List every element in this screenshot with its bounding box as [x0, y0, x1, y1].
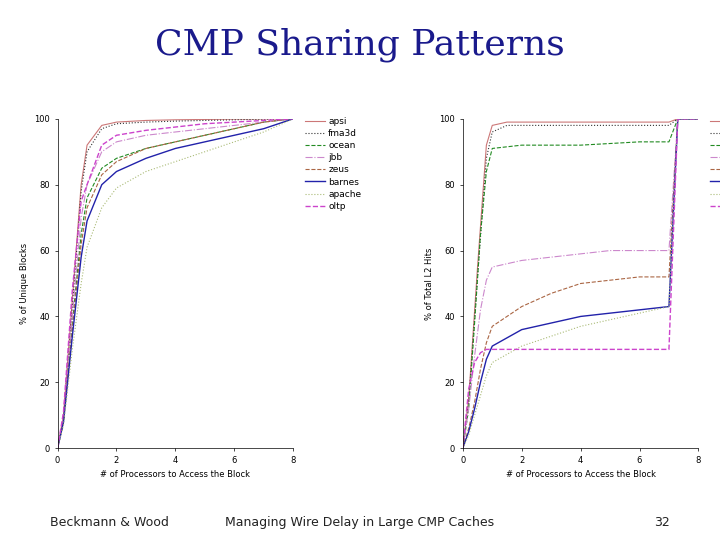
- X-axis label: # of Processors to Access the Block: # of Processors to Access the Block: [100, 470, 251, 480]
- Text: Beckmann & Wood: Beckmann & Wood: [50, 516, 169, 529]
- Text: 32: 32: [654, 516, 670, 529]
- Text: CMP Sharing Patterns: CMP Sharing Patterns: [155, 27, 565, 62]
- Text: Managing Wire Delay in Large CMP Caches: Managing Wire Delay in Large CMP Caches: [225, 516, 495, 529]
- Y-axis label: % of Total L2 Hits: % of Total L2 Hits: [425, 247, 434, 320]
- X-axis label: # of Processors to Access the Block: # of Processors to Access the Block: [505, 470, 656, 480]
- Y-axis label: % of Unique Blocks: % of Unique Blocks: [19, 243, 29, 324]
- Legend: fma3d, apsi, ocean, jbb, barnes, zeus, apache, oltp: fma3d, apsi, ocean, jbb, barnes, zeus, a…: [710, 117, 720, 211]
- Legend: apsi, fma3d, ocean, jbb, zeus, barnes, apache, oltp: apsi, fma3d, ocean, jbb, zeus, barnes, a…: [305, 117, 361, 211]
